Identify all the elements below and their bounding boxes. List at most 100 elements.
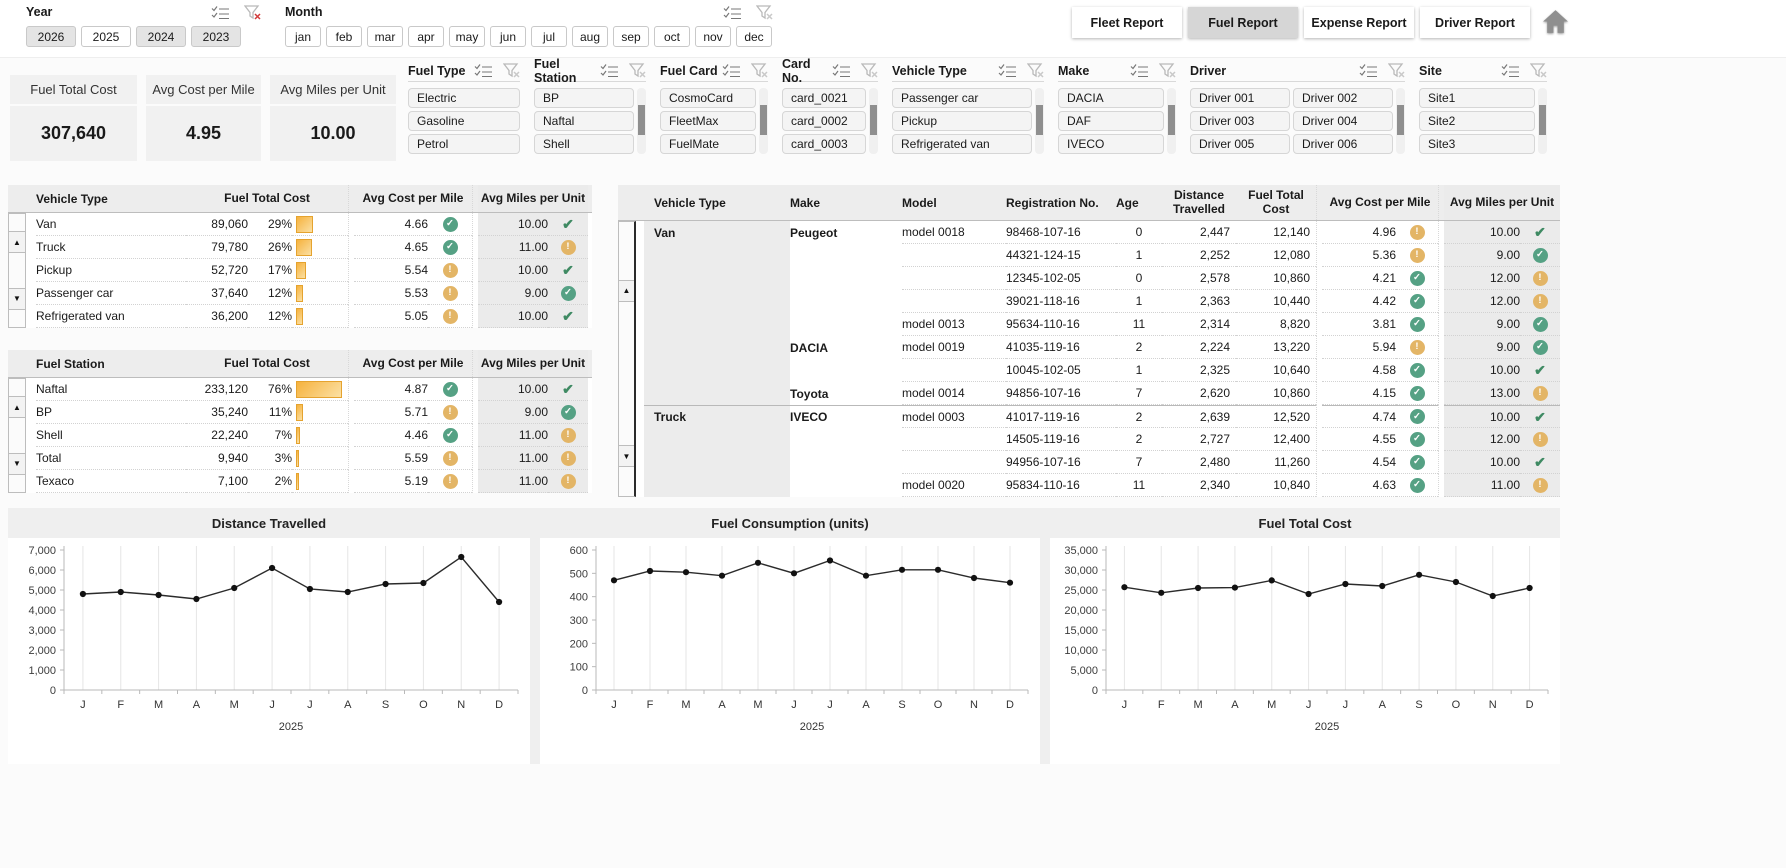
clear-filter-icon[interactable] [756,4,773,20]
slicer-item[interactable]: Driver 005 [1190,134,1290,154]
slicer-item[interactable]: card_0021 [782,88,866,108]
data-point[interactable] [862,572,870,579]
data-point[interactable] [117,588,124,596]
line-chart[interactable]: 0 100 200 300 400 500 600 J F M A M J J A S O N D 2025 [540,538,1040,753]
data-point[interactable] [826,557,834,564]
tab-expense-report[interactable]: Expense Report [1304,7,1414,38]
multi-select-icon[interactable] [1130,63,1149,78]
clear-filter-icon[interactable] [1530,63,1547,78]
table-row[interactable]: Refrigerated van 36,200 12% 5.05 ! 10.00… [8,305,592,328]
data-point[interactable] [970,574,978,582]
scroll-up-icon[interactable]: ▲ [619,279,634,302]
year-button[interactable]: 2023 [191,26,241,47]
table-row[interactable]: DACIA model 0019 41035-119-16 2 2,224 13… [618,336,1560,359]
scroll-up-icon[interactable]: ▲ [9,231,25,254]
slicer-item[interactable]: CosmoCard [660,88,756,108]
table-row[interactable]: Truck IVECO model 0003 41017-119-16 2 2,… [618,405,1560,428]
scrollbar[interactable] [637,88,646,154]
data-point[interactable] [1305,590,1312,598]
scrollbar[interactable] [759,88,768,154]
scrollbar[interactable] [1167,88,1176,154]
data-point[interactable] [646,567,654,575]
scroll-down-icon[interactable]: ▼ [9,452,25,475]
data-point[interactable] [898,566,906,573]
table-row[interactable]: Shell 22,240 7% 4.46 ✓ 11.00 ! [8,424,592,447]
clear-filter-icon[interactable] [751,63,768,78]
tab-driver-report[interactable]: Driver Report [1420,7,1530,38]
slicer-item[interactable]: Electric [408,88,520,108]
slicer-item[interactable]: BP [534,88,634,108]
slicer-item[interactable]: DACIA [1058,88,1164,108]
table-row[interactable]: Pickup 52,720 17% 5.54 ! 10.00 ✔ [8,259,592,282]
data-point[interactable] [193,595,200,603]
month-button[interactable]: feb [326,26,362,47]
scrollbar[interactable] [869,88,878,154]
slicer-item[interactable]: Passenger car [892,88,1032,108]
clear-filter-icon[interactable] [861,63,878,78]
table-scrollbar[interactable]: ▲ ▼ [618,221,636,497]
data-point[interactable] [1415,571,1423,578]
slicer-item[interactable]: Driver 004 [1293,111,1393,131]
data-point[interactable] [610,577,618,584]
slicer-item[interactable]: Shell [534,134,634,154]
slicer-item[interactable]: Site1 [1419,88,1535,108]
slicer-item[interactable]: Pickup [892,111,1032,131]
data-point[interactable] [231,584,238,592]
slicer-item[interactable]: card_0002 [782,111,866,131]
multi-select-icon[interactable] [722,63,741,78]
multi-select-icon[interactable] [1501,63,1520,78]
slicer-item[interactable]: Site2 [1419,111,1535,131]
month-button[interactable]: may [449,26,485,47]
table-scrollbar[interactable]: ▲ ▼ [8,213,26,328]
data-point[interactable] [718,572,726,579]
table-row[interactable]: 12345-102-05 0 2,578 10,860 4.21 ✓ 12.00… [618,267,1560,290]
slicer-item[interactable]: Driver 001 [1190,88,1290,108]
slicer-item[interactable]: DAF [1058,111,1164,131]
year-button[interactable]: 2025 [81,26,131,47]
multi-select-icon[interactable] [600,63,619,78]
month-button[interactable]: jul [531,26,567,47]
tab-fuel-report[interactable]: Fuel Report [1188,7,1298,38]
clear-filter-icon[interactable] [244,4,261,20]
table-row[interactable]: Texaco 7,100 2% 5.19 ! 11.00 ! [8,470,592,493]
data-point[interactable] [1231,584,1239,591]
month-button[interactable]: jun [490,26,526,47]
slicer-item[interactable]: Site3 [1419,134,1535,154]
month-button[interactable]: mar [367,26,403,47]
scroll-down-icon[interactable]: ▼ [619,445,634,468]
data-point[interactable] [1342,580,1349,588]
multi-select-icon[interactable] [474,63,493,78]
table-row[interactable]: Van Peugeot model 0018 98468-107-16 0 2,… [618,221,1560,244]
table-row[interactable]: model 0020 95834-110-16 11 2,340 10,840 … [618,474,1560,497]
table-row[interactable]: 14505-119-16 2 2,727 12,400 4.55 ✓ 12.00… [618,428,1560,451]
table-row[interactable]: 94956-107-16 7 2,480 11,260 4.54 ✓ 10.00… [618,451,1560,474]
data-point[interactable] [382,580,389,588]
scroll-up-icon[interactable]: ▲ [9,396,25,419]
data-point[interactable] [1452,578,1460,586]
slicer-item[interactable]: Naftal [534,111,634,131]
multi-select-icon[interactable] [998,63,1017,78]
month-button[interactable]: apr [408,26,444,47]
data-point[interactable] [420,579,427,587]
table-row[interactable]: Truck 79,780 26% 4.65 ✓ 11.00 ! [8,236,592,259]
data-point[interactable] [1489,592,1496,600]
table-row[interactable]: Passenger car 37,640 12% 5.53 ! 9.00 ✓ [8,282,592,305]
slicer-item[interactable]: Driver 002 [1293,88,1393,108]
multi-select-icon[interactable] [1359,63,1378,78]
month-button[interactable]: aug [572,26,608,47]
data-point[interactable] [79,590,87,598]
data-point[interactable] [1526,584,1533,592]
scrollbar[interactable] [1538,88,1547,154]
table-row[interactable]: Total 9,940 3% 5.59 ! 11.00 ! [8,447,592,470]
line-chart[interactable]: 0 1,000 2,000 3,000 4,000 5,000 6,000 7,000 J F M A… [8,538,530,753]
data-point[interactable] [682,569,690,576]
table-row[interactable]: Naftal 233,120 76% 4.87 ✓ 10.00 ✔ [8,378,592,401]
slicer-item[interactable]: Driver 006 [1293,134,1393,154]
data-point[interactable] [1268,577,1275,584]
month-button[interactable]: dec [736,26,772,47]
clear-filter-icon[interactable] [629,63,646,78]
slicer-item[interactable]: FleetMax [660,111,756,131]
data-point[interactable] [1379,582,1386,590]
data-point[interactable] [1158,589,1165,596]
month-button[interactable]: sep [613,26,649,47]
